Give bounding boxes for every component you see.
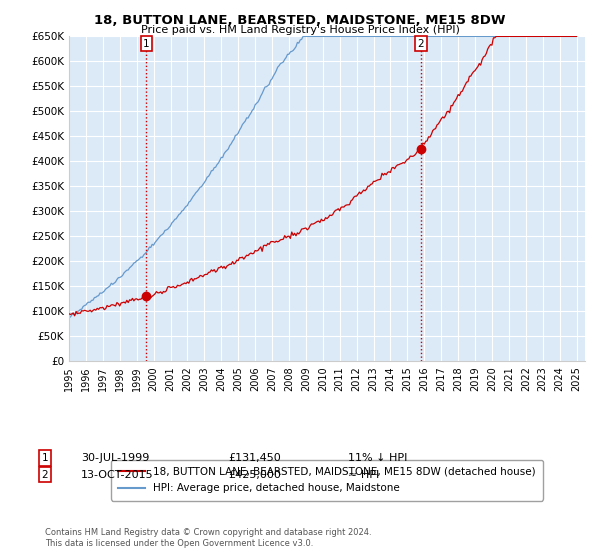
Text: 2: 2 (418, 39, 424, 49)
Text: Contains HM Land Registry data © Crown copyright and database right 2024.
This d: Contains HM Land Registry data © Crown c… (45, 528, 371, 548)
Text: ≈ HPI: ≈ HPI (348, 470, 379, 480)
Text: £425,000: £425,000 (228, 470, 281, 480)
Text: 18, BUTTON LANE, BEARSTED, MAIDSTONE, ME15 8DW: 18, BUTTON LANE, BEARSTED, MAIDSTONE, ME… (94, 14, 506, 27)
Text: 30-JUL-1999: 30-JUL-1999 (81, 453, 149, 463)
Text: £131,450: £131,450 (228, 453, 281, 463)
Text: 1: 1 (41, 453, 49, 463)
Text: 13-OCT-2015: 13-OCT-2015 (81, 470, 154, 480)
Text: 2: 2 (41, 470, 49, 480)
Text: 1: 1 (143, 39, 150, 49)
Text: 11% ↓ HPI: 11% ↓ HPI (348, 453, 407, 463)
Legend: 18, BUTTON LANE, BEARSTED, MAIDSTONE, ME15 8DW (detached house), HPI: Average pr: 18, BUTTON LANE, BEARSTED, MAIDSTONE, ME… (111, 460, 543, 501)
Text: Price paid vs. HM Land Registry's House Price Index (HPI): Price paid vs. HM Land Registry's House … (140, 25, 460, 35)
